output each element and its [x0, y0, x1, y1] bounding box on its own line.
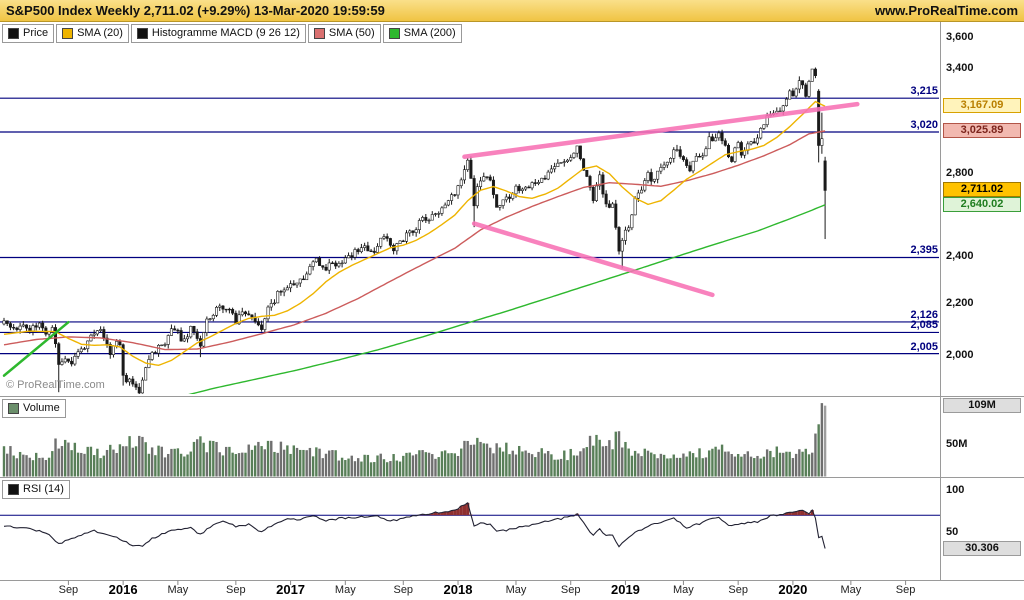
x-axis-year-label: 2018 [443, 582, 473, 597]
last-price-marker: 2,711.02 [943, 182, 1021, 198]
rsi-swatch-icon [8, 484, 19, 495]
chart-title: S&P500 Index Weekly 2,711.02 (+9.29%) 13… [6, 3, 385, 18]
sma50-swatch-icon [313, 28, 325, 39]
legend-item-price[interactable]: Price [2, 24, 55, 43]
legend-item-rsi[interactable]: RSI (14) [2, 480, 70, 499]
y-axis-tick-label: 2,800 [946, 166, 974, 179]
legend-label-volume: Volume [23, 402, 60, 414]
volume-legend: Volume [2, 399, 66, 418]
prorealtime-watermark: © ProRealTime.com [6, 379, 105, 391]
x-axis-year-label: 2017 [276, 582, 306, 597]
y-axis-tick-label: 3,600 [946, 31, 974, 43]
legend-item-sma200[interactable]: SMA (200) [382, 24, 462, 43]
volume-scale-label: 50M [946, 438, 968, 450]
sma200-value-marker: 2,640.02 [943, 196, 1021, 212]
legend-label-macd: Histogramme MACD (9 26 12) [151, 27, 300, 39]
y-axis-tick-label: 2,400 [946, 250, 974, 263]
volume-value-marker: 109M [943, 397, 1021, 413]
rsi-value-marker: 30.306 [943, 540, 1021, 556]
sma20-value-marker: 3,167.09 [943, 98, 1021, 114]
price-level-label: 2,395 [910, 244, 938, 257]
price-level-label: 2,085 [910, 319, 938, 332]
prorealtime-site-link[interactable]: www.ProRealTime.com [874, 3, 1018, 18]
x-axis-month-label: Sep [560, 584, 581, 596]
x-axis-month-label: May [673, 584, 694, 596]
legend-label-rsi: RSI (14) [23, 483, 64, 495]
x-axis-month-label: May [334, 584, 356, 596]
price-level-label: 3,020 [910, 119, 938, 132]
legend-item-sma20[interactable]: SMA (20) [56, 24, 129, 43]
legend-label-price: Price [23, 27, 49, 39]
legend-label-sma200: SMA (200) [403, 27, 456, 39]
x-axis-year-label: 2016 [108, 582, 138, 597]
chart-area[interactable]: Price SMA (20) Histogramme MACD (9 26 12… [0, 22, 1024, 600]
x-axis-month-label: Sep [226, 584, 246, 596]
legend-item-macd[interactable]: Histogramme MACD (9 26 12) [130, 24, 306, 43]
x-axis-month-label: Sep [58, 584, 79, 596]
y-axis-tick-label: 2,000 [946, 348, 974, 361]
rsi-legend: RSI (14) [2, 480, 70, 499]
x-axis-month-label: Sep [393, 584, 414, 596]
sma20-swatch-icon [62, 28, 74, 39]
x-axis-month-label: May [840, 584, 862, 596]
chart-canvas[interactable] [0, 22, 1024, 600]
sma200-swatch-icon [388, 28, 400, 39]
price-level-label: 2,005 [910, 340, 938, 353]
rsi-scale-label-100: 100 [946, 484, 965, 496]
rsi-scale-label-50: 50 [946, 526, 959, 538]
x-axis-month-label: Sep [728, 584, 748, 596]
legend-label-sma20: SMA (20) [77, 27, 123, 39]
macd-swatch-icon [136, 28, 148, 39]
x-axis-year-label: 2020 [778, 582, 808, 597]
price-level-label: 3,215 [910, 85, 938, 98]
main-indicator-legend: Price SMA (20) Histogramme MACD (9 26 12… [2, 24, 462, 43]
x-axis-month-label: May [505, 584, 527, 596]
legend-item-volume[interactable]: Volume [2, 399, 66, 418]
volume-swatch-icon [8, 403, 19, 414]
y-axis-tick-label: 3,400 [946, 61, 974, 74]
x-axis-month-label: May [167, 584, 189, 596]
legend-label-sma50: SMA (50) [328, 27, 375, 39]
sma50-value-marker: 3,025.89 [943, 122, 1021, 138]
legend-item-sma50[interactable]: SMA (50) [307, 24, 381, 43]
price-level-label: 2,126 [910, 308, 938, 321]
header-bar: S&P500 Index Weekly 2,711.02 (+9.29%) 13… [0, 0, 1024, 22]
price-swatch-icon [8, 28, 19, 39]
x-axis-month-label: Sep [895, 584, 916, 596]
y-axis-tick-label: 2,200 [946, 297, 974, 310]
x-axis-year-label: 2019 [610, 582, 640, 597]
